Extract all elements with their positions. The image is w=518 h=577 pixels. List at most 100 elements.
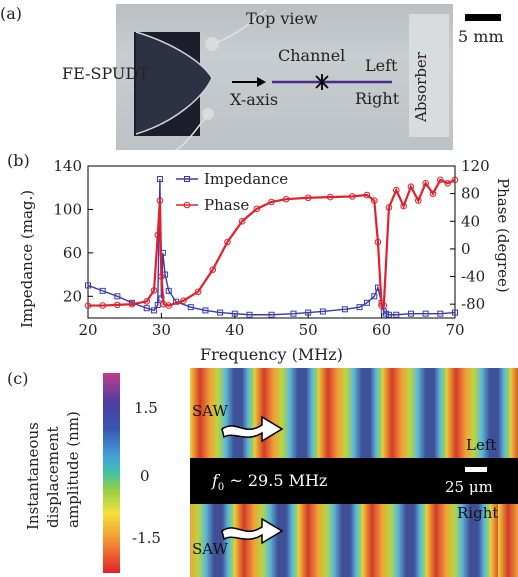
impedance-point (422, 310, 429, 317)
phase-point (374, 238, 382, 246)
colorbar-label-2: displacement (44, 426, 62, 528)
colorbar (103, 373, 120, 573)
phase-point (156, 197, 164, 204)
impedance-point (154, 301, 161, 308)
impedance-point (356, 304, 363, 311)
frequency-band (190, 458, 518, 504)
scale-label-c: 25 μm (445, 478, 493, 496)
x-tick-label: 30 (152, 321, 171, 339)
saw-label-top: SAW (192, 402, 228, 420)
impedance-point (187, 304, 194, 311)
panel-b-label: (b) (7, 151, 30, 170)
phase-point (194, 288, 202, 296)
phase-point (114, 301, 121, 309)
xaxis-label: X-axis (230, 90, 279, 109)
impedance-point (341, 306, 348, 313)
y-right-tick-label: -80 (461, 295, 485, 313)
impedance-point (151, 307, 158, 314)
channel-marker (315, 74, 329, 90)
device-drawing (134, 9, 392, 150)
channel-label: Channel (278, 46, 346, 65)
phase-point (385, 204, 393, 211)
frequency-subscript: 0 (217, 482, 225, 494)
phase-point (224, 238, 231, 246)
phase-point (180, 297, 187, 305)
y-left-tick-label: 60 (63, 244, 82, 262)
phase-point (99, 302, 106, 309)
displacement-map-left (190, 368, 518, 458)
right-label-a: Right (355, 89, 400, 108)
impedance-point (246, 311, 253, 318)
fespudt-pad (135, 31, 213, 135)
right-label-c: Right (457, 504, 499, 522)
y-right-axis-label: Phase (degree) (494, 178, 512, 293)
impedance-point (231, 310, 238, 317)
impedance-point (305, 309, 312, 316)
displacement-map-right (190, 504, 518, 577)
impedance-point (165, 287, 172, 294)
saw-arrow-top-icon (221, 415, 284, 443)
phase-point (437, 176, 444, 184)
impedance-point (290, 310, 297, 317)
plot-frame (87, 165, 456, 319)
impedance-point (385, 311, 392, 318)
colorbar-tick-high: 1.5 (134, 399, 158, 417)
panel-a-label: (a) (0, 4, 23, 23)
left-label-c: Left (466, 436, 497, 454)
phase-point (158, 273, 165, 280)
phase-point (392, 186, 400, 194)
y-right-tick-label: -40 (461, 268, 485, 286)
impedance-point (393, 311, 400, 318)
phase-point (378, 302, 385, 309)
scale-bar-c (465, 467, 487, 472)
impedance-point (162, 271, 169, 278)
frequency-value: ~ 29.5 MHz (224, 471, 328, 490)
phase-point (165, 302, 173, 309)
phase-point (282, 195, 290, 203)
x-tick-label: 20 (78, 321, 97, 339)
impedance-point (363, 299, 370, 306)
impedance-point (437, 310, 444, 317)
phase-point (444, 179, 451, 187)
x-axis-label: Frequency (MHz) (200, 345, 343, 364)
scale-label-a: 5 mm (458, 27, 504, 46)
phase-point (326, 193, 334, 201)
phase-point (348, 193, 356, 200)
phase-point (84, 302, 92, 309)
phase-point (415, 197, 422, 204)
left-label-a: Left (365, 56, 398, 75)
phase-point (400, 202, 407, 210)
x-tick-label: 70 (445, 321, 464, 339)
phase-point (451, 176, 459, 184)
phase-point (253, 205, 261, 213)
impedance-point (452, 309, 458, 316)
phase-point (422, 179, 429, 187)
phase-point (150, 287, 158, 294)
phase-point (209, 266, 217, 273)
impedance-point (143, 305, 150, 312)
saw-label-bottom: SAW (192, 540, 228, 558)
phase-point (143, 298, 151, 305)
x-tick-label: 40 (225, 321, 244, 339)
scale-bar-a (465, 14, 501, 21)
colorbar-tick-zero: 0 (140, 467, 150, 485)
phase-point (363, 191, 371, 199)
phase-point (304, 194, 312, 202)
phase-point (154, 231, 162, 239)
impedance-point (371, 293, 378, 300)
phase-point (238, 217, 246, 225)
colorbar-label-3: amplitude (nm) (64, 411, 82, 528)
saw-arrow-bottom-icon (221, 517, 284, 545)
phase-point (407, 183, 415, 191)
y-left-tick-label: 20 (63, 287, 82, 305)
impedance-point (156, 176, 163, 183)
x-tick-label: 60 (372, 321, 391, 339)
impedance-point (99, 287, 106, 294)
y-right-tick-label: 40 (461, 212, 480, 230)
y-left-tick-label: 140 (53, 157, 82, 175)
legend-impedance-marker (184, 176, 190, 182)
y-left-tick-label: 100 (53, 200, 82, 218)
device-photo (116, 4, 453, 150)
y-right-tick-label: 80 (461, 185, 480, 203)
legend-phase-marker (183, 201, 191, 209)
